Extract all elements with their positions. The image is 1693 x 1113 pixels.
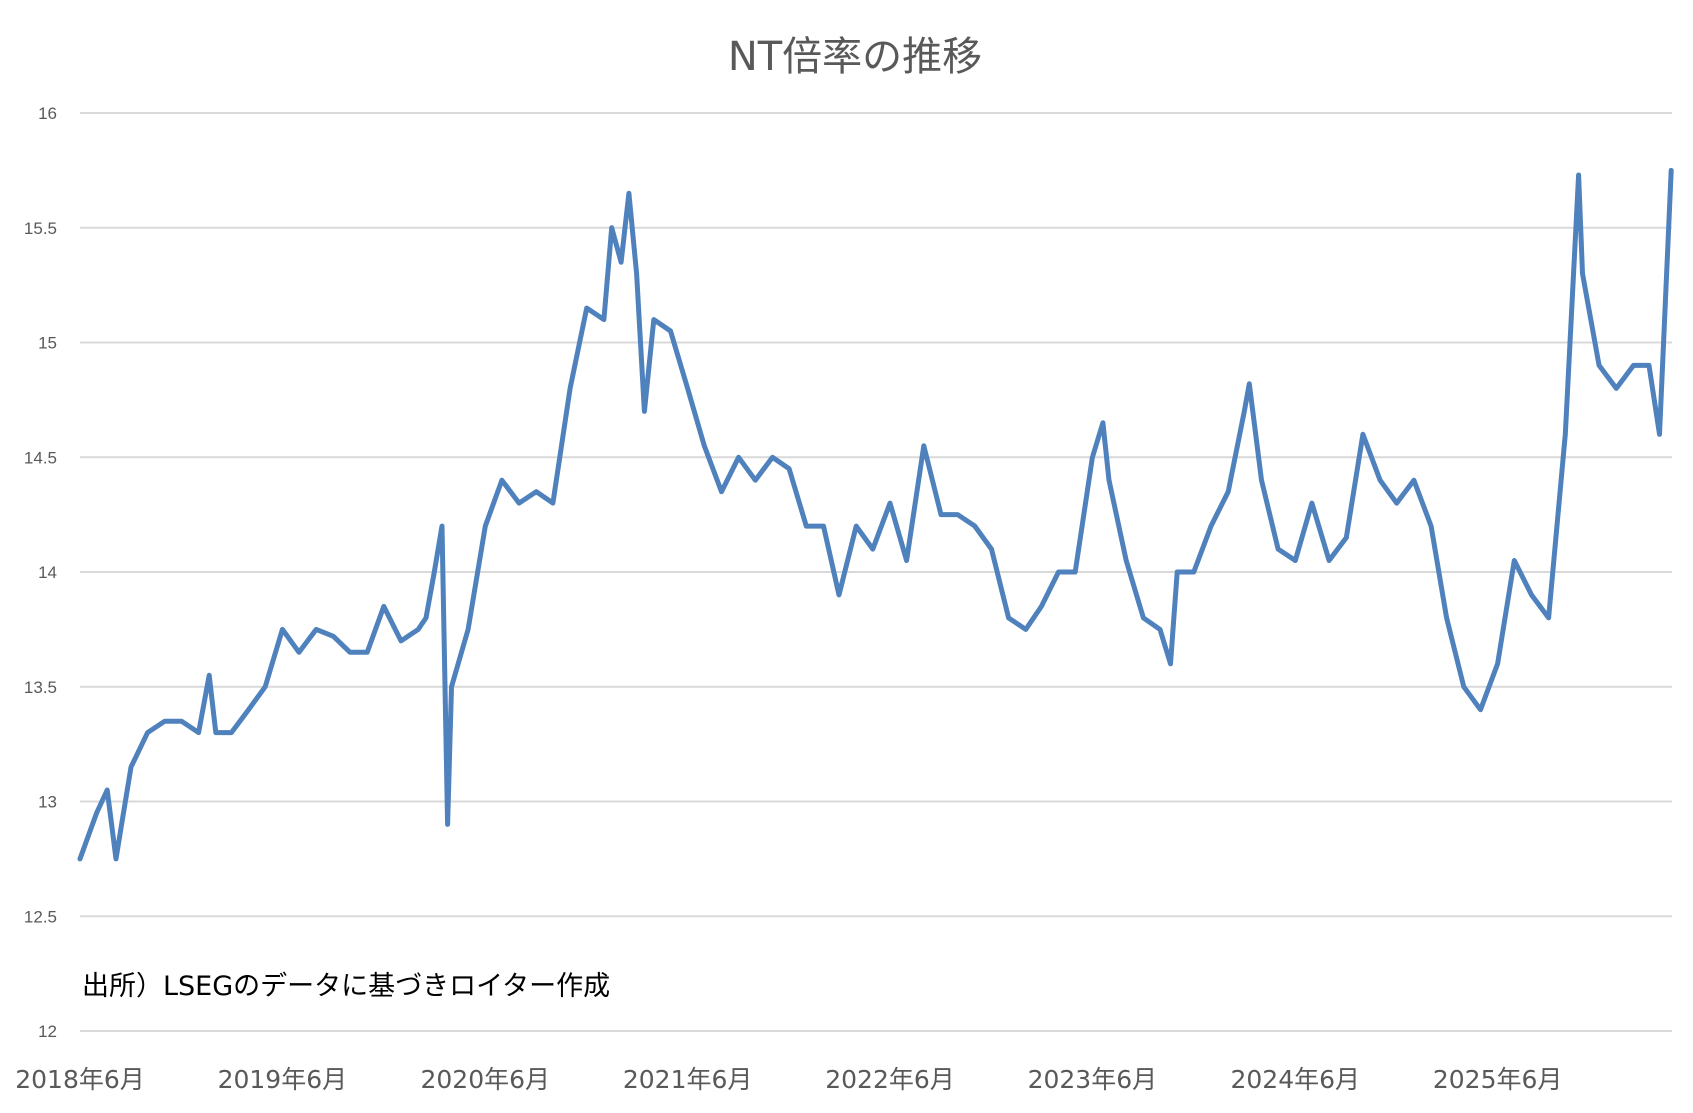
y-tick-label: 14.5 [24, 448, 57, 467]
y-tick-label: 15 [38, 334, 57, 353]
x-tick-label: 2020年6月 [421, 1065, 551, 1094]
x-tick-label: 2018年6月 [15, 1065, 145, 1094]
y-tick-label: 12 [38, 1022, 57, 1041]
x-tick-label: 2024年6月 [1231, 1065, 1361, 1094]
y-axis-ticks: 12 12.5 13 13.5 14 14.5 15 15.5 16 [24, 104, 57, 1041]
y-tick-label: 13.5 [24, 678, 57, 697]
y-tick-label: 15.5 [24, 219, 57, 238]
gridlines [80, 112, 1672, 1032]
x-tick-label: 2022年6月 [825, 1065, 955, 1094]
x-axis-ticks: 2018年6月 2019年6月 2020年6月 2021年6月 2022年6月 2023年… [15, 1065, 1562, 1094]
x-tick-label: 2025年6月 [1433, 1065, 1563, 1094]
source-annotation: 出所）LSEGのデータに基づきロイター作成 [82, 971, 610, 1002]
y-tick-label: 16 [38, 104, 57, 123]
y-tick-label: 14 [38, 563, 57, 582]
x-tick-label: 2019年6月 [218, 1065, 348, 1094]
x-tick-label: 2023年6月 [1028, 1065, 1158, 1094]
series-line-nt-ratio [77, 167, 1674, 862]
chart-title: NT倍率の推移 [728, 34, 982, 80]
y-tick-label: 13 [38, 793, 57, 812]
y-tick-label: 12.5 [24, 907, 57, 926]
x-tick-label: 2021年6月 [623, 1065, 753, 1094]
